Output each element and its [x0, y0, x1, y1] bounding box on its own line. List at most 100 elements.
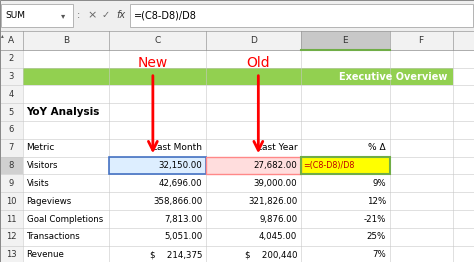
- Text: $  200,440: $ 200,440: [245, 250, 297, 259]
- Text: 4: 4: [9, 90, 14, 99]
- Text: Goal Completions: Goal Completions: [27, 215, 103, 223]
- Text: Metric: Metric: [27, 143, 55, 152]
- Bar: [1, 4, 73, 27]
- Text: 25%: 25%: [366, 232, 386, 241]
- Bar: [0, 246, 474, 262]
- Bar: [206, 157, 301, 174]
- Text: Visitors: Visitors: [27, 161, 58, 170]
- Bar: [0, 139, 23, 157]
- Bar: [0, 0, 474, 31]
- Bar: [109, 31, 206, 50]
- Text: 321,826.00: 321,826.00: [248, 197, 297, 206]
- Bar: [0, 210, 474, 228]
- Bar: [109, 157, 206, 174]
- Text: SUM: SUM: [6, 11, 26, 20]
- Bar: [23, 68, 453, 85]
- Bar: [0, 157, 23, 174]
- Text: -21%: -21%: [364, 215, 386, 223]
- Text: % Δ: % Δ: [368, 143, 386, 152]
- Text: 13: 13: [6, 250, 17, 259]
- Text: 12: 12: [6, 232, 17, 241]
- Text: ✓: ✓: [102, 10, 110, 20]
- Bar: [301, 31, 390, 50]
- Bar: [0, 50, 23, 68]
- Bar: [0, 192, 23, 210]
- Bar: [130, 4, 473, 27]
- Bar: [301, 157, 390, 174]
- Text: 7%: 7%: [372, 250, 386, 259]
- Text: 358,866.00: 358,866.00: [153, 197, 202, 206]
- Text: 5: 5: [9, 108, 14, 117]
- Text: $  214,375: $ 214,375: [150, 250, 202, 259]
- Bar: [0, 246, 23, 262]
- Bar: [0, 228, 23, 246]
- Text: 42,696.00: 42,696.00: [159, 179, 202, 188]
- Text: C: C: [155, 36, 161, 45]
- Text: 10: 10: [6, 197, 17, 206]
- Text: =(C8-D8)/D8: =(C8-D8)/D8: [303, 161, 355, 170]
- Bar: [0, 174, 23, 192]
- Text: 5,051.00: 5,051.00: [164, 232, 202, 241]
- Text: Pageviews: Pageviews: [27, 197, 72, 206]
- Bar: [0, 210, 23, 228]
- Text: Old: Old: [246, 56, 270, 150]
- Text: Visits: Visits: [27, 179, 49, 188]
- Bar: [0, 139, 474, 157]
- Bar: [0, 157, 474, 174]
- Bar: [0, 31, 23, 50]
- Text: ▴: ▴: [1, 33, 4, 38]
- Bar: [206, 157, 301, 174]
- Text: ▾: ▾: [61, 11, 65, 20]
- Bar: [0, 121, 23, 139]
- Text: 7: 7: [9, 143, 14, 152]
- Bar: [0, 68, 23, 85]
- Bar: [206, 31, 301, 50]
- Text: Last Month: Last Month: [153, 143, 202, 152]
- Bar: [0, 31, 474, 50]
- Bar: [0, 174, 474, 192]
- Bar: [0, 68, 474, 85]
- Bar: [0, 103, 474, 121]
- Text: 3: 3: [9, 72, 14, 81]
- Text: :: :: [77, 10, 80, 20]
- Text: 11: 11: [6, 215, 17, 223]
- Bar: [0, 121, 474, 139]
- Text: F: F: [419, 36, 424, 45]
- Text: 9%: 9%: [372, 179, 386, 188]
- Text: 8: 8: [9, 161, 14, 170]
- Bar: [0, 192, 474, 210]
- Text: A: A: [9, 36, 14, 45]
- Text: 2: 2: [9, 54, 14, 63]
- Bar: [130, 4, 473, 27]
- Bar: [0, 50, 474, 68]
- Text: E: E: [343, 36, 348, 45]
- Text: 9: 9: [9, 179, 14, 188]
- Bar: [0, 85, 23, 103]
- Text: YoY Analysis: YoY Analysis: [27, 107, 100, 117]
- Bar: [23, 31, 109, 50]
- Text: Executive Overview: Executive Overview: [338, 72, 447, 81]
- Bar: [301, 157, 390, 174]
- Text: 12%: 12%: [366, 197, 386, 206]
- Text: Revenue: Revenue: [27, 250, 64, 259]
- Text: 32,150.00: 32,150.00: [159, 161, 202, 170]
- Text: Transactions: Transactions: [27, 232, 80, 241]
- Text: 4,045.00: 4,045.00: [259, 232, 297, 241]
- Bar: [390, 31, 453, 50]
- Bar: [0, 85, 474, 103]
- Text: 27,682.00: 27,682.00: [254, 161, 297, 170]
- Text: 9,876.00: 9,876.00: [259, 215, 297, 223]
- Text: D: D: [250, 36, 257, 45]
- Text: =(C8-D8)/D8: =(C8-D8)/D8: [134, 10, 197, 20]
- Bar: [109, 157, 206, 174]
- Bar: [1, 4, 73, 27]
- Text: Last Year: Last Year: [256, 143, 297, 152]
- Text: B: B: [63, 36, 69, 45]
- Text: New: New: [138, 56, 168, 150]
- Text: 39,000.00: 39,000.00: [254, 179, 297, 188]
- Text: fx: fx: [116, 10, 125, 20]
- Text: 6: 6: [9, 125, 14, 134]
- Bar: [0, 103, 23, 121]
- Text: ×: ×: [88, 10, 97, 20]
- Text: 7,813.00: 7,813.00: [164, 215, 202, 223]
